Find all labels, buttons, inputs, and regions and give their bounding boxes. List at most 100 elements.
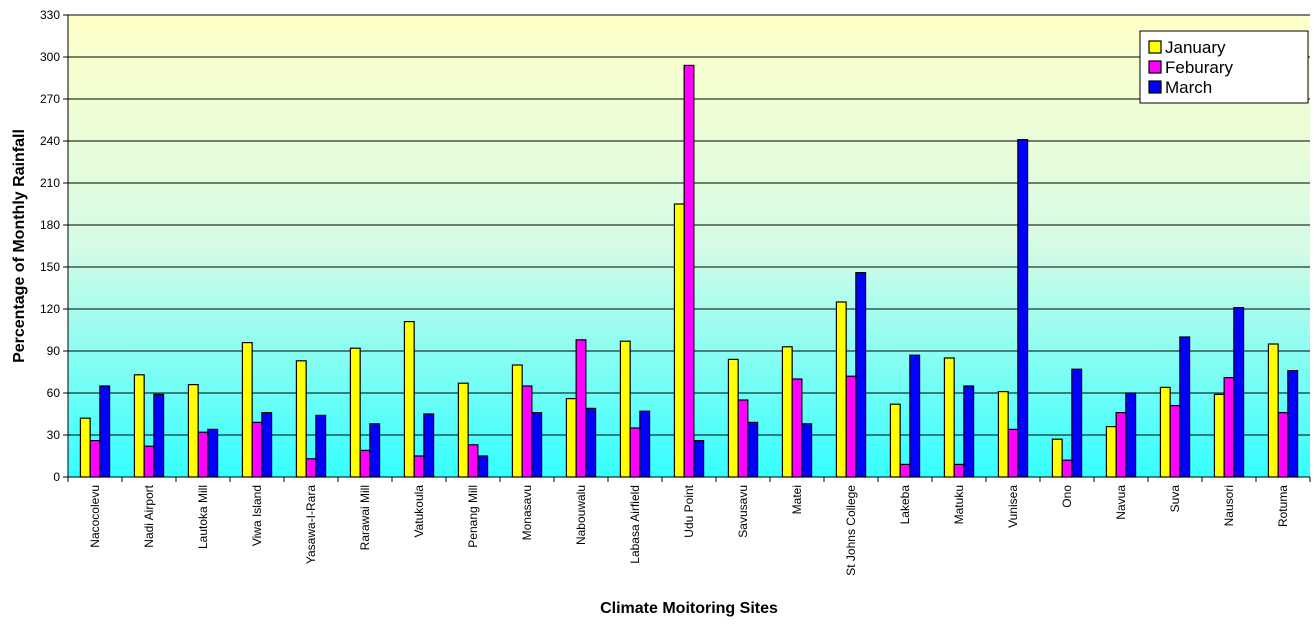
axes (67, 15, 1311, 482)
x-category-label: Ono (1060, 485, 1074, 508)
bar-january-matei (781, 346, 793, 478)
bar-feburary-nadi-airport (143, 445, 155, 478)
y-tick-label: 120 (40, 302, 60, 316)
bar-march-yasawa-i-rara (315, 414, 327, 478)
bars (79, 64, 1299, 478)
x-category-label: Udu Point (682, 484, 696, 537)
bar-january-labasa-airfield (619, 340, 631, 478)
x-category-label: Nausori (1222, 485, 1236, 526)
x-category-label: Nadi Airport (142, 484, 156, 547)
y-tick-label: 270 (40, 92, 60, 106)
bar-january-nabouwalu (565, 398, 577, 478)
bar-feburary-st-johns-college (845, 375, 857, 478)
legend-swatch-march (1148, 80, 1162, 94)
bar-january-udu-point (673, 203, 685, 478)
x-category-label: Viwa Island (250, 485, 264, 546)
bar-feburary-matei (791, 378, 803, 478)
bar-january-rotuma (1267, 343, 1279, 478)
bar-feburary-vunisea (1007, 428, 1019, 478)
bar-feburary-yasawa-i-rara (305, 458, 317, 478)
y-tick-labels: 0 30 60 90 120 150 180 210 240 270 300 330 (40, 8, 68, 484)
x-axis-title: Climate Moitoring Sites (600, 600, 778, 617)
bar-march-navua (1125, 392, 1137, 478)
bar-feburary-lautoka-mill (197, 431, 209, 478)
bar-feburary-viwa-island (251, 421, 263, 478)
bar-feburary-savusavu (737, 399, 749, 478)
bar-march-vatukoula (423, 413, 435, 478)
bar-feburary-lakeba (899, 463, 911, 478)
bar-january-penang-mill (457, 382, 469, 478)
bar-march-st-johns-college (855, 272, 867, 478)
x-category-label: Penang Mill (466, 485, 480, 548)
bar-march-ono (1071, 368, 1083, 478)
bar-january-lautoka-mill (187, 384, 199, 478)
x-category-label: Matei (790, 485, 804, 514)
bar-feburary-nausori (1223, 377, 1235, 478)
bar-march-suva (1179, 336, 1191, 478)
legend-label-march: March (1165, 78, 1212, 97)
bar-january-viwa-island (241, 342, 253, 478)
bar-january-suva (1159, 386, 1171, 478)
bar-feburary-nabouwalu (575, 339, 587, 478)
bar-march-penang-mill (477, 455, 489, 478)
bar-march-rotuma (1287, 370, 1299, 478)
x-category-label: Savusavu (736, 485, 750, 538)
bar-feburary-rotuma (1277, 412, 1289, 478)
bar-march-lautoka-mill (207, 428, 219, 478)
bar-january-yasawa-i-rara (295, 360, 307, 478)
bar-january-lakeba (889, 403, 901, 478)
bar-january-nacocolevu (79, 417, 91, 478)
bar-march-monasavu (531, 412, 543, 478)
bar-january-matuku (943, 357, 955, 478)
y-axis-title: Percentage of Monthly Rainfall (11, 129, 28, 363)
y-tick-label: 180 (40, 218, 60, 232)
legend-swatch-feburary (1148, 60, 1162, 74)
bar-feburary-vatukoula (413, 455, 425, 478)
y-tick-label: 300 (40, 50, 60, 64)
legend-label-feburary: Feburary (1165, 58, 1234, 77)
y-tick-label: 30 (47, 428, 61, 442)
y-tick-label: 60 (47, 386, 61, 400)
bar-feburary-labasa-airfield (629, 427, 641, 478)
y-tick-label: 210 (40, 176, 60, 190)
bar-feburary-ono (1061, 459, 1073, 478)
bar-january-savusavu (727, 358, 739, 478)
bar-feburary-nacocolevu (89, 440, 101, 478)
bar-march-nausori (1233, 307, 1245, 478)
bar-january-nadi-airport (133, 374, 145, 478)
x-category-label: Lakeba (898, 485, 912, 525)
bar-feburary-matuku (953, 463, 965, 478)
bar-march-vunisea (1017, 139, 1029, 478)
x-category-label: Nabouwalu (574, 485, 588, 545)
bar-march-viwa-island (261, 412, 273, 478)
x-category-label: Matuku (952, 485, 966, 524)
x-category-label: Yasawa-I-Rara (304, 485, 318, 564)
bar-january-ono (1051, 438, 1063, 478)
bar-january-vunisea (997, 391, 1009, 478)
legend-swatch-january (1148, 40, 1162, 54)
bar-march-matei (801, 423, 813, 478)
legend-box (1139, 30, 1309, 104)
bar-january-vatukoula (403, 321, 415, 478)
bar-march-lakeba (909, 354, 921, 478)
legend-label-january: January (1165, 38, 1226, 57)
x-category-label: Rotuma (1276, 485, 1290, 527)
bar-march-nadi-airport (153, 393, 165, 478)
bar-march-savusavu (747, 421, 759, 478)
x-category-label: Navua (1114, 485, 1128, 520)
x-category-label: St Johns College (844, 485, 858, 576)
bar-january-rarawai-mill (349, 347, 361, 478)
bar-feburary-udu-point (683, 64, 695, 478)
bar-feburary-penang-mill (467, 444, 479, 478)
bar-january-navua (1105, 426, 1117, 478)
bar-march-labasa-airfield (639, 410, 651, 478)
x-category-label: Vatukoula (412, 485, 426, 538)
x-category-label: Vunisea (1006, 485, 1020, 528)
x-category-label: Monasavu (520, 485, 534, 540)
bar-march-matuku (963, 385, 975, 478)
bar-feburary-suva (1169, 405, 1181, 478)
y-tick-label: 330 (40, 8, 60, 22)
y-tick-label: 90 (47, 344, 61, 358)
